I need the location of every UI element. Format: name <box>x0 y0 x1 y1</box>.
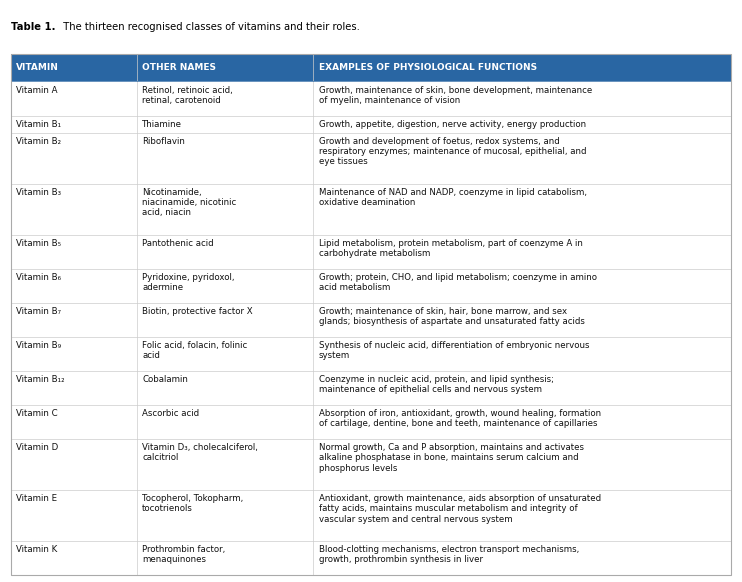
Bar <box>11 405 731 439</box>
Text: Vitamin K: Vitamin K <box>16 545 58 554</box>
Bar <box>11 371 731 405</box>
Bar <box>11 183 731 235</box>
Bar <box>11 269 731 303</box>
Text: Growth; maintenance of skin, hair, bone marrow, and sex
glands; biosynthesis of : Growth; maintenance of skin, hair, bone … <box>318 307 585 326</box>
Text: OTHER NAMES: OTHER NAMES <box>142 63 216 72</box>
Text: Vitamin B₉: Vitamin B₉ <box>16 341 62 350</box>
Text: Pyridoxine, pyridoxol,
adermine: Pyridoxine, pyridoxol, adermine <box>142 273 234 292</box>
Text: Vitamin B₃: Vitamin B₃ <box>16 187 62 197</box>
Text: Folic acid, folacin, folinic
acid: Folic acid, folacin, folinic acid <box>142 341 248 360</box>
Text: Growth, appetite, digestion, nerve activity, energy production: Growth, appetite, digestion, nerve activ… <box>318 119 585 129</box>
Text: Vitamin B₇: Vitamin B₇ <box>16 307 62 316</box>
Text: Prothrombin factor,
menaquinones: Prothrombin factor, menaquinones <box>142 545 226 565</box>
Text: Normal growth, Ca and P absorption, maintains and activates
alkaline phosphatase: Normal growth, Ca and P absorption, main… <box>318 443 584 473</box>
Text: Vitamin E: Vitamin E <box>16 494 57 503</box>
Text: Coenzyme in nucleic acid, protein, and lipid synthesis;
maintenance of epithelia: Coenzyme in nucleic acid, protein, and l… <box>318 375 554 394</box>
Text: Tocopherol, Tokopharm,
tocotrienols: Tocopherol, Tokopharm, tocotrienols <box>142 494 243 513</box>
Text: Table 1.: Table 1. <box>11 22 56 32</box>
Text: Synthesis of nucleic acid, differentiation of embryonic nervous
system: Synthesis of nucleic acid, differentiati… <box>318 341 589 360</box>
Text: Lipid metabolism, protein metabolism, part of coenzyme A in
carbohydrate metabol: Lipid metabolism, protein metabolism, pa… <box>318 239 582 258</box>
Bar <box>11 133 731 183</box>
Text: Biotin, protective factor X: Biotin, protective factor X <box>142 307 253 316</box>
Text: Growth; protein, CHO, and lipid metabolism; coenzyme in amino
acid metabolism: Growth; protein, CHO, and lipid metaboli… <box>318 273 597 292</box>
Text: Vitamin A: Vitamin A <box>16 86 58 94</box>
Text: Blood-clotting mechanisms, electron transport mechanisms,
growth, prothrombin sy: Blood-clotting mechanisms, electron tran… <box>318 545 579 565</box>
Text: Growth and development of foetus, redox systems, and
respiratory enzymes; mainte: Growth and development of foetus, redox … <box>318 137 586 166</box>
Text: Vitamin B₅: Vitamin B₅ <box>16 239 62 248</box>
Text: Riboflavin: Riboflavin <box>142 137 186 146</box>
Bar <box>11 81 731 115</box>
Text: Vitamin D: Vitamin D <box>16 443 59 452</box>
Bar <box>11 490 731 541</box>
Bar <box>11 439 731 490</box>
Text: Vitamin B₆: Vitamin B₆ <box>16 273 62 282</box>
Text: EXAMPLES OF PHYSIOLOGICAL FUNCTIONS: EXAMPLES OF PHYSIOLOGICAL FUNCTIONS <box>318 63 536 72</box>
Text: Maintenance of NAD and NADP, coenzyme in lipid catabolism,
oxidative deamination: Maintenance of NAD and NADP, coenzyme in… <box>318 187 587 207</box>
Bar <box>11 54 731 575</box>
Text: Pantothenic acid: Pantothenic acid <box>142 239 214 248</box>
Bar <box>11 541 731 575</box>
Bar <box>11 115 731 133</box>
Bar <box>11 303 731 337</box>
Text: Vitamin B₂: Vitamin B₂ <box>16 137 62 146</box>
Text: VITAMIN: VITAMIN <box>16 63 59 72</box>
Text: The thirteen recognised classes of vitamins and their roles.: The thirteen recognised classes of vitam… <box>57 22 360 32</box>
Text: Growth, maintenance of skin, bone development, maintenance
of myelin, maintenanc: Growth, maintenance of skin, bone develo… <box>318 86 592 105</box>
Text: Absorption of iron, antioxidant, growth, wound healing, formation
of cartilage, : Absorption of iron, antioxidant, growth,… <box>318 409 601 428</box>
Text: Thiamine: Thiamine <box>142 119 183 129</box>
Text: Retinol, retinoic acid,
retinal, carotenoid: Retinol, retinoic acid, retinal, caroten… <box>142 86 233 105</box>
Text: Antioxidant, growth maintenance, aids absorption of unsaturated
fatty acids, mai: Antioxidant, growth maintenance, aids ab… <box>318 494 601 524</box>
Text: Vitamin D₃, cholecalciferol,
calcitriol: Vitamin D₃, cholecalciferol, calcitriol <box>142 443 258 462</box>
Text: Nicotinamide,
niacinamide, nicotinic
acid, niacin: Nicotinamide, niacinamide, nicotinic aci… <box>142 187 237 218</box>
Text: Cobalamin: Cobalamin <box>142 375 188 384</box>
Bar <box>11 337 731 371</box>
Bar <box>11 54 731 81</box>
Text: Vitamin B₁₂: Vitamin B₁₂ <box>16 375 65 384</box>
Bar <box>11 235 731 269</box>
Text: Vitamin B₁: Vitamin B₁ <box>16 119 62 129</box>
Text: Vitamin C: Vitamin C <box>16 409 58 418</box>
Text: Ascorbic acid: Ascorbic acid <box>142 409 200 418</box>
